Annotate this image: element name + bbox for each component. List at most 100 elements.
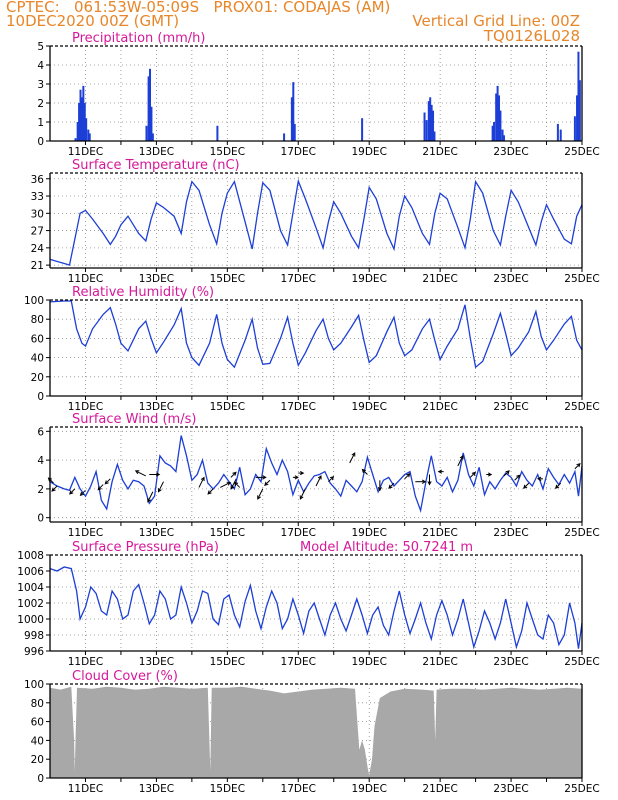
wind-vector [299, 488, 306, 500]
x-tick-label: 11DEC [68, 273, 103, 285]
y-tick-label: 1002 [17, 598, 44, 610]
precip-bar [87, 129, 90, 141]
x-tick-label: 15DEC [210, 401, 245, 413]
y-tick-label: 0 [37, 773, 44, 785]
y-tick-label: 100 [24, 295, 44, 307]
y-tick-label: 36 [31, 174, 45, 186]
panel-annotation: Model Altitude: 50.7241 m [300, 540, 473, 555]
x-tick-label: 19DEC [351, 656, 386, 668]
precip-bar [216, 125, 219, 141]
precip-bar [556, 123, 559, 141]
wind-vector [234, 482, 241, 488]
x-tick-label: 11DEC [68, 401, 103, 413]
wind-vector-head [226, 481, 232, 486]
wind-vector-head [505, 470, 510, 475]
x-tick-label: 17DEC [281, 273, 316, 285]
wind-vector-head [157, 488, 162, 493]
precip-bar [430, 104, 433, 141]
x-tick-label: 13DEC [139, 273, 174, 285]
precip-bar [79, 89, 82, 141]
precip-bar [559, 129, 562, 141]
cloud-cover-area [50, 686, 582, 778]
y-tick-label: 24 [31, 243, 45, 255]
precip-bar [85, 118, 88, 141]
y-tick-label: 40 [31, 353, 44, 365]
wind-vector [230, 478, 237, 490]
wind-vector-head [207, 490, 212, 495]
wind-vector [97, 484, 104, 490]
precip-bar [82, 85, 85, 141]
precip-bar [423, 112, 426, 141]
x-tick-label: 11DEC [68, 656, 103, 668]
wind-vector-head [427, 481, 432, 486]
panel-5: 0 20 40 60 80 100 11DEC 13DEC 15DEC 17DEC 19DEC 21D… [24, 669, 600, 795]
y-tick-label: 20 [31, 754, 44, 766]
x-tick-label: 23DEC [493, 401, 528, 413]
wind-vector-head [536, 476, 542, 481]
wind-vector [574, 463, 581, 470]
wind-vector [158, 481, 164, 492]
precip-bar [150, 106, 153, 141]
wind-vector [147, 491, 154, 502]
precip-bar [283, 133, 286, 141]
x-tick-label: 23DEC [493, 783, 528, 795]
wind-vector [388, 482, 395, 489]
wind-vector-head [230, 485, 235, 490]
wind-vector-head [47, 477, 53, 482]
wind-vector [220, 482, 231, 488]
x-tick-label: 19DEC [351, 783, 386, 795]
series-line [49, 435, 583, 513]
x-tick-label: 21DEC [422, 527, 457, 539]
wind-vector [315, 475, 322, 487]
wind-vector [230, 472, 237, 478]
wind-vector-head [97, 486, 102, 491]
wind-vector [362, 469, 368, 475]
precip-bar [145, 125, 148, 141]
panel-3: 0 2 4 6 11DEC 13DEC 15DEC 17DEC 19DEC 21DEC 23DEC 2… [37, 412, 599, 539]
y-tick-label: 6 [37, 426, 44, 438]
precip-bar [361, 118, 364, 141]
y-tick-label: 20 [31, 372, 44, 384]
x-tick-label: 11DEC [68, 783, 103, 795]
precip-bar [501, 129, 504, 141]
wind-vector [328, 476, 334, 483]
y-tick-label: 5 [37, 41, 44, 53]
precip-bar [80, 97, 83, 141]
precip-bar [292, 82, 295, 141]
x-tick-label: 21DEC [422, 273, 457, 285]
x-tick-label: 11DEC [68, 146, 103, 158]
x-tick-label: 23DEC [493, 273, 528, 285]
x-tick-label: 21DEC [422, 146, 457, 158]
precip-bar [74, 138, 77, 141]
wind-vector-head [233, 481, 239, 486]
x-tick-label: 15DEC [210, 656, 245, 668]
precip-bar [76, 122, 79, 141]
wind-vector-head [69, 490, 74, 495]
x-tick-label: 19DEC [351, 273, 386, 285]
x-tick-label: 13DEC [139, 401, 174, 413]
wind-vector-head [51, 487, 56, 492]
y-tick-label: 3 [37, 79, 44, 91]
x-tick-label: 15DEC [210, 273, 245, 285]
x-tick-label: 17DEC [281, 401, 316, 413]
precip-bar [498, 95, 501, 141]
wind-vector-head [317, 475, 322, 480]
precip-bar [496, 85, 499, 141]
x-tick-label: 17DEC [281, 656, 316, 668]
precip-bar [149, 68, 152, 141]
wind-vector-head [471, 471, 477, 476]
x-tick-label: 23DEC [493, 146, 528, 158]
y-tick-label: 80 [31, 698, 44, 710]
wind-vector-head [388, 484, 393, 489]
y-tick-label: 80 [31, 314, 44, 326]
wind-vector-head [421, 479, 427, 484]
x-tick-label: 25DEC [564, 783, 599, 795]
wind-vector [523, 482, 530, 489]
y-tick-label: 30 [31, 208, 44, 220]
wind-vector-head [361, 468, 366, 474]
y-tick-label: 21 [31, 260, 44, 272]
header-title: CPTEC: 061:53W-05:09S PROX01: CODAJAS (A… [6, 0, 391, 16]
wind-vector-head [104, 480, 109, 485]
panel-title: Surface Pressure (hPa) [72, 540, 219, 555]
